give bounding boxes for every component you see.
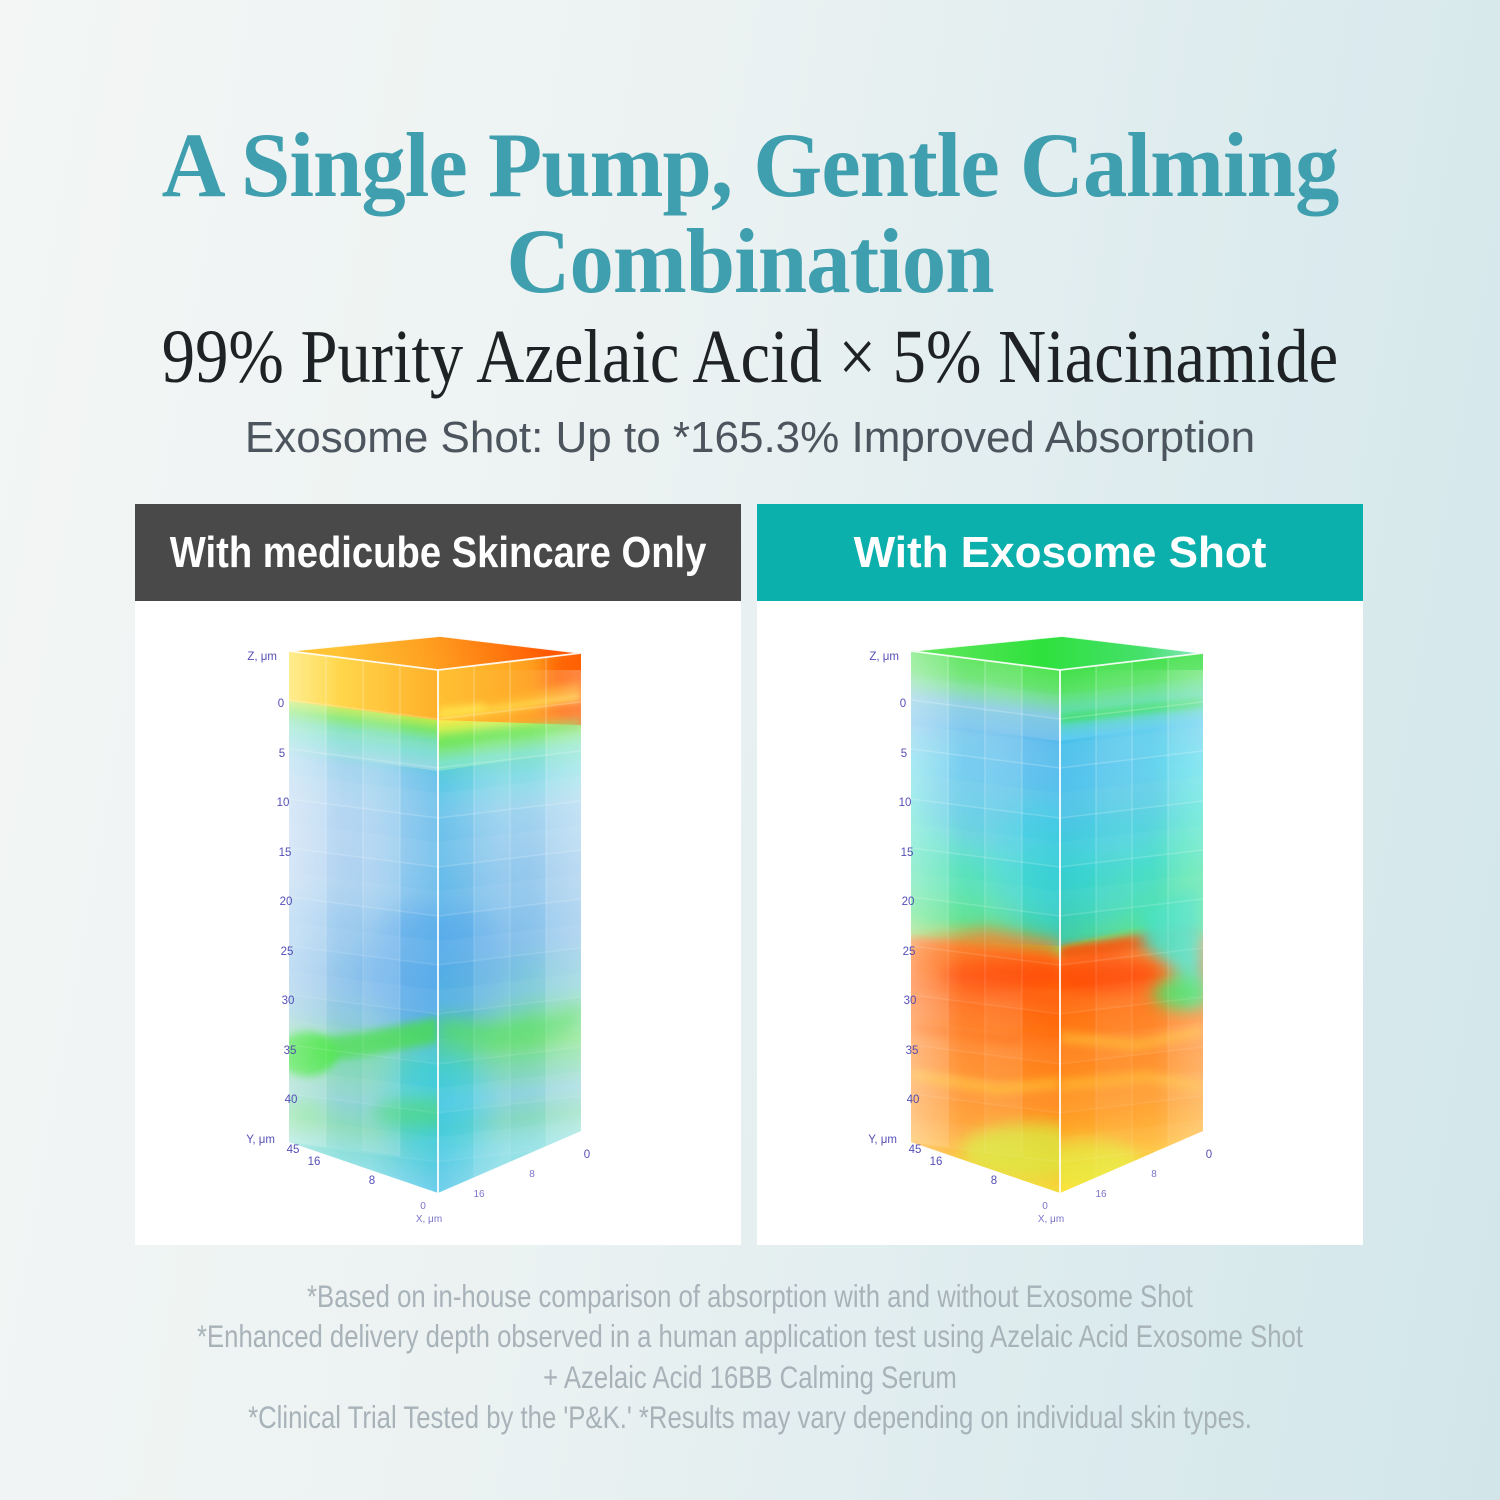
svg-text:16: 16 bbox=[930, 1156, 943, 1168]
svg-text:45: 45 bbox=[909, 1144, 922, 1156]
svg-text:16: 16 bbox=[1095, 1189, 1107, 1200]
svg-text:25: 25 bbox=[281, 946, 294, 958]
svg-text:0: 0 bbox=[584, 1149, 590, 1161]
svg-text:Y, μm: Y, μm bbox=[868, 1134, 897, 1146]
svg-text:8: 8 bbox=[529, 1169, 535, 1180]
svg-text:0: 0 bbox=[1042, 1201, 1048, 1212]
svg-text:5: 5 bbox=[279, 748, 285, 760]
svg-text:8: 8 bbox=[369, 1175, 375, 1187]
svg-text:30: 30 bbox=[282, 995, 295, 1007]
svg-text:Z, μm: Z, μm bbox=[247, 651, 277, 663]
svg-text:0: 0 bbox=[420, 1201, 426, 1212]
svg-text:35: 35 bbox=[284, 1045, 297, 1057]
svg-text:0: 0 bbox=[278, 698, 284, 710]
svg-text:16: 16 bbox=[308, 1156, 321, 1168]
svg-text:0: 0 bbox=[1206, 1149, 1212, 1161]
svg-text:5: 5 bbox=[901, 748, 907, 760]
svg-text:8: 8 bbox=[1151, 1169, 1157, 1180]
svg-text:X, μm: X, μm bbox=[1038, 1214, 1064, 1225]
svg-text:40: 40 bbox=[907, 1094, 920, 1106]
svg-text:X, μm: X, μm bbox=[416, 1214, 442, 1225]
svg-text:40: 40 bbox=[285, 1094, 298, 1106]
svg-text:15: 15 bbox=[901, 847, 914, 859]
svg-text:30: 30 bbox=[904, 995, 917, 1007]
svg-text:10: 10 bbox=[899, 797, 912, 809]
svg-text:0: 0 bbox=[900, 698, 906, 710]
svg-text:15: 15 bbox=[279, 847, 292, 859]
svg-text:45: 45 bbox=[287, 1144, 300, 1156]
svg-text:25: 25 bbox=[903, 946, 916, 958]
svg-text:16: 16 bbox=[473, 1189, 485, 1200]
svg-text:20: 20 bbox=[902, 896, 915, 908]
svg-text:20: 20 bbox=[280, 896, 293, 908]
svg-text:10: 10 bbox=[277, 797, 290, 809]
svg-text:8: 8 bbox=[991, 1175, 997, 1187]
svg-text:Y, μm: Y, μm bbox=[246, 1134, 275, 1146]
svg-text:35: 35 bbox=[906, 1045, 919, 1057]
svg-text:Z, μm: Z, μm bbox=[869, 651, 899, 663]
